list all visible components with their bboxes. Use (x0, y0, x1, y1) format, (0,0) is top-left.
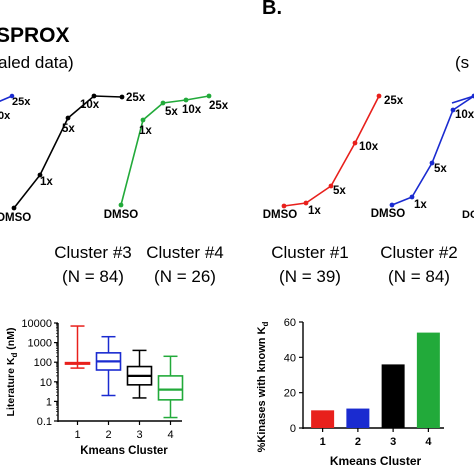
bar-y-tick-label: 40 (284, 352, 296, 364)
panel-letter-b: B. (262, 0, 282, 19)
right-fragment-line (451, 95, 474, 104)
cluster2-left-fragment-label-0x: 0x (0, 110, 11, 122)
c1-point-1x (303, 200, 309, 206)
boxplot-y-tick-label: 1 (46, 396, 52, 408)
boxplot-y-tick-label: 100 (34, 357, 52, 369)
c4-point-dmso (118, 202, 124, 208)
c1-point-5x (328, 183, 334, 189)
trajectory-panels: DMSO 1x 5x 10x 25x DMSO 1x 5x 10x 25x DMSO 1x 5x 10x 2… (0, 92, 474, 224)
c2-point-dmso (389, 202, 395, 208)
bar-x-tick-label: 3 (390, 436, 396, 448)
c3-point-10x (91, 93, 97, 99)
c2-point-25x (471, 93, 474, 99)
bar-y-tick-label: 20 (284, 388, 296, 400)
panel-title-fragment: SPROX (0, 24, 70, 47)
c2-label-1x: 1x (414, 199, 427, 211)
c1-point-dmso (281, 203, 287, 209)
c3-label-dmso: DMSO (0, 212, 31, 224)
right-fragment-label: DC (462, 209, 474, 221)
c1-point-10x (352, 140, 358, 146)
boxplot-y-tick-label: 1000 (28, 338, 52, 350)
boxplot-x-tick-label: 1 (74, 429, 80, 441)
c1-label-10x: 10x (359, 141, 379, 153)
boxplot-y-axis-label: Literature Kd (nM) (5, 328, 19, 417)
bar-x-tick-label: 2 (355, 436, 361, 448)
c1-label-dmso: DMSO (263, 209, 298, 221)
boxplot-y-tick-label: 10000 (21, 318, 52, 330)
cluster2-title: Cluster #2 (380, 243, 457, 262)
boxplot-x-axis-label: Kmeans Cluster (80, 445, 168, 457)
cluster3-title: Cluster #3 (54, 243, 131, 262)
c1-label-5x: 5x (333, 185, 346, 197)
bar-y-tick-label: 0 (290, 423, 296, 435)
c4-point-25x (206, 93, 212, 99)
bar-y-axis-label: %Kinases with known Kd (256, 321, 270, 452)
bar-y-tick-label: 60 (284, 317, 296, 329)
cluster4-n: (N = 26) (154, 267, 216, 286)
c2-point-1x (409, 194, 415, 200)
c1-point-25x (376, 93, 382, 99)
cluster3-n: (N = 84) (62, 267, 124, 286)
bar-x-tick-label: 4 (425, 436, 432, 448)
bar-x-axis-label: Kmeans Cluster (330, 454, 422, 468)
cluster2-left-fragment-point (9, 93, 15, 99)
boxplot-x-tick-label: 4 (167, 429, 173, 441)
c4-label-dmso: DMSO (104, 209, 139, 221)
cluster2-left-fragment-label-25x: 25x (12, 96, 31, 108)
c4-label-25x: 25x (209, 100, 229, 112)
boxplot-x-tick-label: 3 (136, 429, 142, 441)
c3-label-5x: 5x (62, 123, 75, 135)
bar-cluster-1 (311, 410, 335, 428)
c1-label-25x: 25x (384, 95, 404, 107)
c3-point-25x (119, 94, 125, 100)
boxplot-x-tick-label: 2 (105, 429, 111, 441)
cluster2-left-fragment-line (0, 95, 13, 103)
c2-point-10x (450, 107, 456, 113)
cluster1-title: Cluster #1 (271, 243, 348, 262)
bar-x-tick-label: 1 (320, 436, 326, 448)
c2-point-5x (429, 160, 435, 166)
c4-point-1x (140, 117, 146, 123)
cluster1-n: (N = 39) (279, 267, 341, 286)
bar-cluster-3 (381, 364, 405, 428)
box-iqr-cluster-4 (157, 375, 184, 401)
bar-cluster-4 (416, 332, 440, 428)
c4-point-10x (183, 97, 189, 103)
c4-label-1x: 1x (139, 125, 152, 137)
boxplot-y-tick-label: 0.1 (37, 416, 52, 428)
c3-line (13, 95, 123, 209)
c3-label-1x: 1x (40, 176, 53, 188)
c1-label-1x: 1x (308, 205, 321, 217)
c3-label-25x: 25x (126, 92, 146, 104)
boxplot-y-tick-label: 10 (40, 377, 52, 389)
c2-label-dmso: DMSO (371, 208, 406, 220)
c3-point-5x (65, 115, 71, 121)
c2-label-10x: 10x (455, 109, 474, 121)
panel-subtitle-fragment: aled data) (0, 53, 74, 72)
cluster2-n: (N = 84) (388, 267, 450, 286)
bar-cluster-2 (346, 408, 370, 428)
c3-label-10x: 10x (80, 99, 100, 111)
c4-label-10x: 10x (182, 104, 202, 116)
right-subtitle-fragment: (s (455, 53, 469, 72)
c2-label-5x: 5x (434, 163, 447, 175)
boxplot-chart: 0.1 1 10 100 1000 10000 1 2 3 4 Kmeans Cluster Lite… (5, 318, 184, 457)
cluster4-title: Cluster #4 (146, 243, 223, 262)
c4-point-5x (160, 100, 166, 106)
c3-point-dmso (11, 205, 17, 211)
c3-point-1x (37, 172, 43, 178)
c4-label-5x: 5x (165, 106, 178, 118)
